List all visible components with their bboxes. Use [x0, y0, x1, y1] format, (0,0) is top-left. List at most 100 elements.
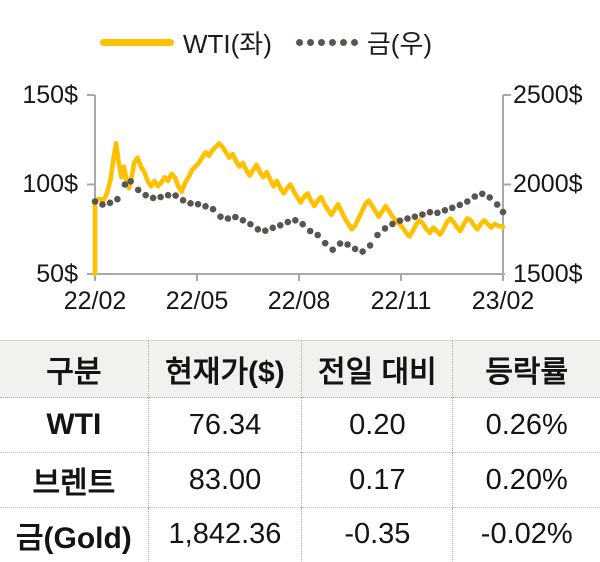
header-category: 구분 [46, 356, 102, 389]
left-axis-tick-150: 150$ [22, 81, 78, 109]
gold-series-dot [306, 227, 314, 235]
left-axis-tick-50: 50$ [36, 260, 78, 288]
gold-name: 금(Gold) [15, 521, 132, 555]
gold-series-dot [262, 227, 269, 234]
gold-series-dot [106, 199, 114, 207]
gold-series-dot [374, 231, 381, 239]
gold-series-dot [194, 200, 202, 208]
legend-item-wti: WTI(좌) [99, 24, 272, 61]
gold-series-dot [164, 191, 172, 199]
gold-series-dot [134, 186, 142, 194]
gold-series-dot [99, 201, 106, 208]
gold-series-dot [336, 240, 344, 247]
gold-series-dot [449, 204, 456, 212]
gold-series-dot [434, 209, 441, 217]
gold-series-dot [404, 215, 411, 222]
header-day-change: 전일 대비 [301, 340, 453, 398]
gold-series-dot [121, 181, 129, 188]
gold-series-dot [441, 207, 449, 214]
gold-series-dot [209, 205, 217, 213]
wti-series-line [92, 141, 506, 277]
gold-series-dot [486, 194, 494, 201]
gold-series-dot [292, 217, 299, 224]
gold-series-dot [232, 213, 239, 221]
brent-price: 83.00 [147, 452, 302, 508]
gold-series-dot [224, 215, 232, 222]
gold-series-dot [479, 190, 486, 198]
gold-series-dot [217, 213, 224, 220]
x-axis-tick-2208: 22/08 [267, 287, 331, 315]
right-axis-tick-2000: 2000$ [513, 170, 583, 198]
gold-dots-swatch-icon [295, 39, 358, 46]
gold-series-dot [254, 226, 262, 233]
gold-series-dot [157, 193, 164, 201]
x-axis-tick-2205: 22/05 [165, 287, 229, 315]
wti-name: WTI [46, 408, 102, 441]
wti-pct: 0.26% [452, 397, 600, 453]
legend-label-gold: 금(우) [366, 29, 433, 59]
table-row-brent: 브렌트 83.00 0.17 0.20% [0, 452, 600, 508]
gold-series-dot [202, 203, 209, 210]
gold-series-dot [269, 224, 277, 232]
brent-pct: 0.20% [452, 452, 600, 508]
legend-item-gold: 금(우) [295, 24, 433, 61]
x-axis-tick-2302: 23/02 [471, 287, 535, 315]
gold-series-dot [389, 220, 396, 228]
gold-series-dot [344, 241, 351, 248]
gold-series-dot [179, 197, 187, 204]
gold-series-dot [366, 242, 374, 249]
wti-gold-price-chart: WTI(좌) 금(우) 150$ 100$ 50$ 2500$ [0, 24, 583, 315]
gold-series-dot [247, 220, 254, 228]
gold-series-dot [471, 193, 479, 200]
gold-series-dot [91, 198, 99, 205]
table-header-row: 구분 현재가($) 전일 대비 등락률 [0, 340, 600, 398]
gold-series-dot [396, 217, 404, 224]
gold-series-dot [314, 231, 322, 239]
chart-legend: WTI(좌) 금(우) [0, 24, 566, 61]
gold-series-dot [351, 245, 359, 253]
gold-series-dot [277, 222, 284, 229]
gold-series-dot [142, 191, 149, 199]
gold-series-dot [284, 218, 292, 226]
gold-series-dot [359, 248, 366, 255]
gold-series-dot [499, 208, 507, 216]
gold-pct: -0.02% [452, 507, 600, 562]
gold-series-dot [321, 239, 329, 247]
legend-label-wti: WTI(좌) [182, 29, 272, 59]
right-axis-tick-1500: 1500$ [513, 260, 583, 288]
gold-series-dot [329, 246, 337, 253]
chart-axes [87, 94, 511, 281]
gold-series-dot [464, 198, 471, 205]
wti-change: 0.20 [301, 397, 453, 453]
x-axis-tick-2211: 22/11 [370, 287, 432, 315]
gold-series-dot [127, 178, 134, 185]
header-current-price: 현재가($) [147, 340, 302, 398]
left-axis-tick-100: 100$ [22, 170, 78, 198]
gold-series-dot [187, 200, 194, 207]
price-table: 구분 현재가($) 전일 대비 등락률 WTI 76.34 0.20 0.26%… [0, 340, 600, 562]
chart-series-layer [91, 141, 507, 277]
x-axis-tick-2202: 22/02 [63, 287, 127, 315]
gold-price: 1,842.36 [147, 507, 302, 562]
gold-series-dot [114, 195, 121, 203]
wti-price: 76.34 [147, 397, 302, 453]
gold-change: -0.35 [301, 507, 453, 562]
header-change-rate: 등락률 [452, 340, 600, 398]
chart-canvas [87, 94, 511, 281]
gold-series-dot [172, 192, 179, 199]
right-axis-tick-2500: 2500$ [513, 81, 583, 109]
gold-series-dot [381, 225, 389, 232]
gold-series-dot [411, 213, 419, 220]
gold-series-dot [299, 220, 307, 228]
brent-change: 0.17 [301, 452, 453, 508]
gold-series-dot [456, 201, 464, 209]
brent-name: 브렌트 [32, 467, 116, 500]
wti-line-swatch-icon [99, 39, 174, 46]
table-row-gold: 금(Gold) 1,842.36 -0.35 -0.02% [0, 507, 600, 562]
gold-series-dot [239, 217, 247, 224]
gold-series-dot [426, 208, 434, 216]
gold-series-dot [149, 194, 157, 202]
table-row-wti: WTI 76.34 0.20 0.26% [0, 397, 600, 453]
gold-series-dot [419, 211, 426, 218]
gold-series-dot [493, 201, 501, 208]
